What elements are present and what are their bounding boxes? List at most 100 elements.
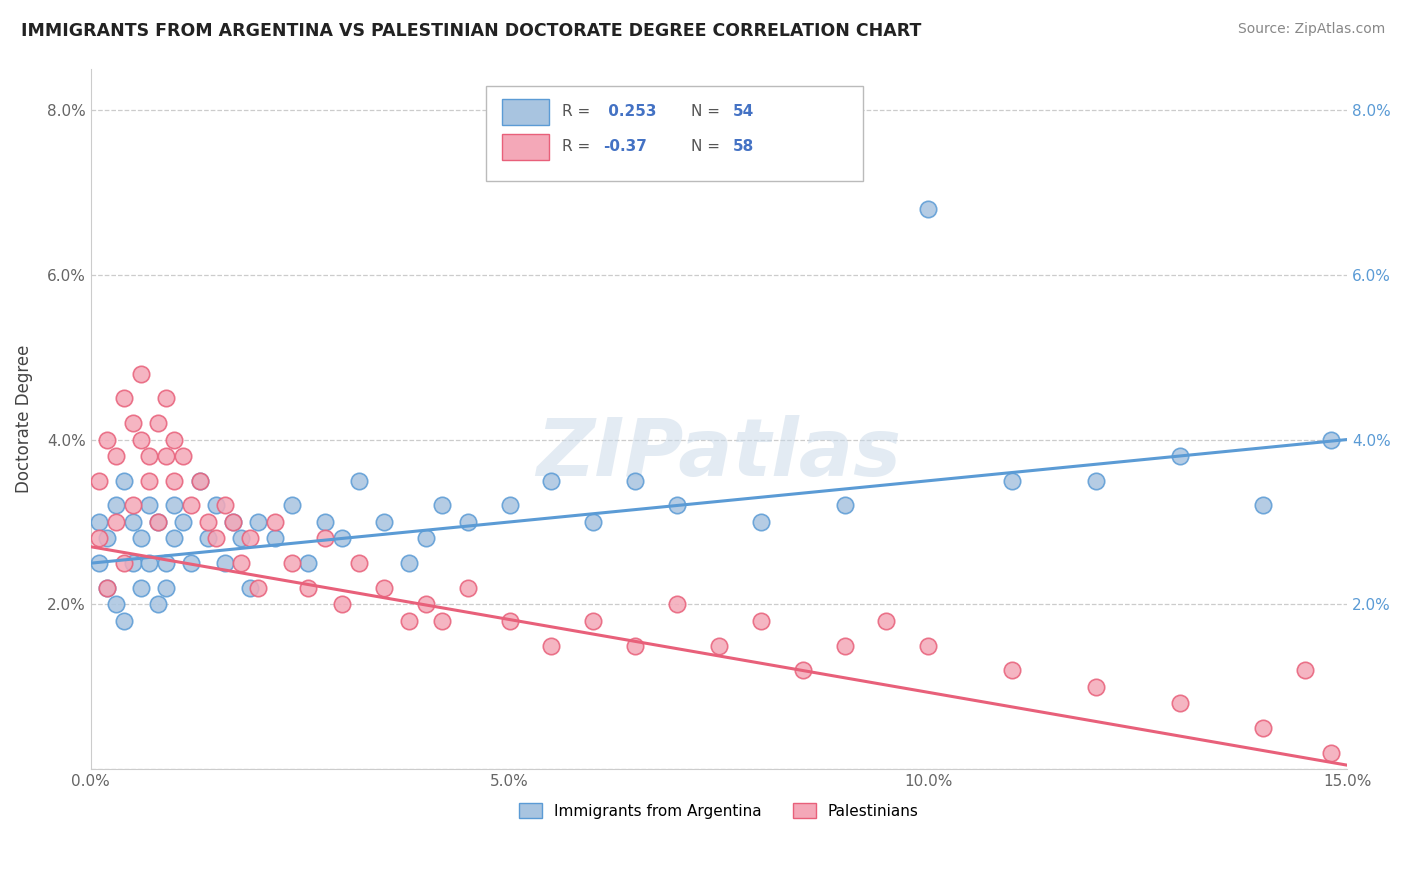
Point	[96, 532, 118, 546]
Text: 58: 58	[733, 139, 754, 153]
Point	[297, 581, 319, 595]
Point	[415, 598, 437, 612]
Point	[498, 499, 520, 513]
Point	[155, 392, 177, 406]
Point	[1084, 680, 1107, 694]
Point	[205, 499, 228, 513]
Point	[314, 532, 336, 546]
Point	[180, 556, 202, 570]
Point	[1253, 721, 1275, 735]
Point	[129, 532, 152, 546]
Point	[624, 639, 647, 653]
Text: N =: N =	[692, 139, 725, 153]
Point	[87, 515, 110, 529]
Y-axis label: Doctorate Degree: Doctorate Degree	[15, 344, 32, 493]
Point	[1168, 697, 1191, 711]
Point	[96, 581, 118, 595]
Point	[666, 598, 689, 612]
Point	[87, 556, 110, 570]
Point	[457, 515, 479, 529]
Point	[163, 474, 186, 488]
Point	[264, 532, 287, 546]
Point	[415, 532, 437, 546]
Text: ZIPatlas: ZIPatlas	[537, 415, 901, 493]
Point	[112, 392, 135, 406]
Point	[347, 474, 370, 488]
Point	[582, 614, 605, 628]
Legend: Immigrants from Argentina, Palestinians: Immigrants from Argentina, Palestinians	[513, 797, 925, 825]
Point	[214, 556, 236, 570]
Point	[749, 515, 772, 529]
Point	[876, 614, 898, 628]
Point	[138, 474, 160, 488]
Point	[231, 532, 253, 546]
Point	[121, 416, 143, 430]
Text: 54: 54	[733, 103, 754, 119]
Point	[280, 556, 302, 570]
Point	[498, 614, 520, 628]
Point	[398, 556, 420, 570]
Point	[398, 614, 420, 628]
Text: R =: R =	[562, 103, 595, 119]
Point	[1319, 746, 1341, 760]
Point	[1001, 474, 1024, 488]
Point	[96, 581, 118, 595]
Point	[163, 532, 186, 546]
Point	[582, 515, 605, 529]
Point	[280, 499, 302, 513]
Text: Source: ZipAtlas.com: Source: ZipAtlas.com	[1237, 22, 1385, 37]
Point	[1294, 664, 1316, 678]
Point	[129, 581, 152, 595]
Point	[239, 532, 262, 546]
Point	[180, 499, 202, 513]
FancyBboxPatch shape	[486, 86, 863, 181]
Point	[104, 598, 127, 612]
Point	[540, 639, 562, 653]
Point	[104, 515, 127, 529]
Point	[373, 515, 395, 529]
Point	[197, 532, 219, 546]
Point	[624, 474, 647, 488]
Point	[792, 664, 814, 678]
Point	[87, 532, 110, 546]
Point	[146, 515, 169, 529]
Text: -0.37: -0.37	[603, 139, 647, 153]
Point	[121, 499, 143, 513]
Point	[155, 556, 177, 570]
Point	[112, 474, 135, 488]
Point	[239, 581, 262, 595]
Point	[264, 515, 287, 529]
Point	[163, 433, 186, 447]
Point	[214, 499, 236, 513]
Point	[666, 499, 689, 513]
Point	[172, 449, 194, 463]
Point	[138, 556, 160, 570]
Point	[146, 598, 169, 612]
Point	[121, 556, 143, 570]
Point	[231, 556, 253, 570]
Point	[155, 449, 177, 463]
Point	[432, 614, 454, 628]
Point	[247, 515, 270, 529]
Point	[1168, 449, 1191, 463]
Point	[540, 474, 562, 488]
Point	[155, 581, 177, 595]
Point	[104, 499, 127, 513]
Point	[87, 474, 110, 488]
Point	[138, 499, 160, 513]
Point	[457, 581, 479, 595]
Point	[834, 639, 856, 653]
Point	[222, 515, 245, 529]
Point	[330, 598, 353, 612]
Point	[138, 449, 160, 463]
Point	[222, 515, 245, 529]
Point	[197, 515, 219, 529]
Point	[917, 639, 939, 653]
Point	[129, 367, 152, 381]
Point	[247, 581, 270, 595]
Point	[146, 416, 169, 430]
Point	[121, 515, 143, 529]
Point	[347, 556, 370, 570]
Point	[188, 474, 211, 488]
Point	[146, 515, 169, 529]
